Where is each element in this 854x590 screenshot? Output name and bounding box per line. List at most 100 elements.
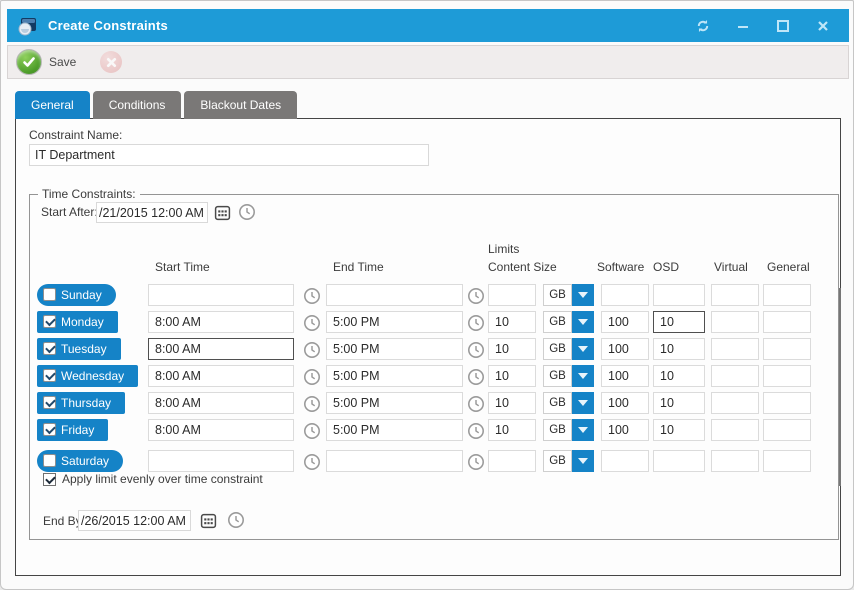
software-input[interactable]: [601, 450, 649, 472]
start-time-clock-icon[interactable]: [302, 286, 322, 306]
virtual-input[interactable]: [711, 365, 759, 387]
start-time-clock-icon[interactable]: [302, 452, 322, 472]
unit-dropdown-button[interactable]: [572, 450, 594, 472]
software-input[interactable]: [601, 365, 649, 387]
end-time-clock-icon[interactable]: [466, 313, 486, 333]
minimize-icon[interactable]: [735, 18, 751, 34]
scrollbar[interactable]: [839, 288, 841, 486]
end-by-clock-icon[interactable]: [226, 510, 246, 530]
start-after-calendar-icon[interactable]: [212, 202, 232, 222]
content-size-input[interactable]: [488, 311, 536, 333]
end-time-input[interactable]: [326, 338, 463, 360]
virtual-input[interactable]: [711, 338, 759, 360]
software-input[interactable]: [601, 338, 649, 360]
osd-input[interactable]: [653, 392, 705, 414]
day-checkbox[interactable]: [43, 315, 56, 328]
general-input[interactable]: [763, 338, 811, 360]
day-toggle-saturday[interactable]: Saturday: [37, 450, 124, 472]
day-checkbox[interactable]: [43, 454, 56, 467]
end-time-input[interactable]: [326, 392, 463, 414]
general-input[interactable]: [763, 284, 811, 306]
end-time-clock-icon[interactable]: [466, 394, 486, 414]
unit-dropdown-button[interactable]: [572, 338, 594, 360]
tab-blackout-dates[interactable]: Blackout Dates: [184, 91, 298, 119]
start-time-input[interactable]: [148, 392, 294, 414]
general-input[interactable]: [763, 419, 811, 441]
general-input[interactable]: [763, 450, 811, 472]
end-time-clock-icon[interactable]: [466, 452, 486, 472]
general-input[interactable]: [763, 311, 811, 333]
start-after-input[interactable]: [96, 202, 208, 223]
end-time-clock-icon[interactable]: [466, 286, 486, 306]
apply-limit-checkbox[interactable]: [43, 472, 56, 486]
start-time-input[interactable]: [148, 419, 294, 441]
virtual-input[interactable]: [711, 450, 759, 472]
software-input[interactable]: [601, 392, 649, 414]
end-time-input[interactable]: [326, 365, 463, 387]
day-checkbox[interactable]: [43, 369, 56, 382]
end-time-clock-icon[interactable]: [466, 340, 486, 360]
virtual-input[interactable]: [711, 284, 759, 306]
unit-dropdown-button[interactable]: [572, 365, 594, 387]
start-time-clock-icon[interactable]: [302, 340, 322, 360]
day-toggle-sunday[interactable]: Sunday: [37, 284, 116, 306]
unit-dropdown-button[interactable]: [572, 284, 594, 306]
content-size-input[interactable]: [488, 284, 536, 306]
day-toggle-thursday[interactable]: Thursday: [37, 392, 126, 414]
content-size-input[interactable]: [488, 338, 536, 360]
start-time-clock-icon[interactable]: [302, 313, 322, 333]
osd-input[interactable]: [653, 450, 705, 472]
software-input[interactable]: [601, 311, 649, 333]
unit-dropdown-button[interactable]: [572, 311, 594, 333]
virtual-input[interactable]: [711, 419, 759, 441]
end-time-clock-icon[interactable]: [466, 421, 486, 441]
day-toggle-wednesday[interactable]: Wednesday: [37, 365, 139, 387]
software-input[interactable]: [601, 284, 649, 306]
refresh-icon[interactable]: [695, 18, 711, 34]
software-input[interactable]: [601, 419, 649, 441]
start-time-input[interactable]: [148, 311, 294, 333]
tab-conditions[interactable]: Conditions: [92, 91, 182, 119]
content-size-input[interactable]: [488, 450, 536, 472]
maximize-icon[interactable]: [775, 18, 791, 34]
tab-general[interactable]: General: [15, 91, 90, 119]
end-time-input[interactable]: [326, 419, 463, 441]
osd-input[interactable]: [653, 284, 705, 306]
osd-input[interactable]: [653, 311, 705, 333]
start-time-clock-icon[interactable]: [302, 421, 322, 441]
day-checkbox[interactable]: [43, 288, 56, 301]
virtual-input[interactable]: [711, 311, 759, 333]
end-time-input[interactable]: [326, 284, 463, 306]
day-checkbox[interactable]: [43, 396, 56, 409]
start-time-input[interactable]: [148, 284, 294, 306]
end-by-calendar-icon[interactable]: [198, 510, 218, 530]
end-by-input[interactable]: [78, 510, 191, 531]
start-time-clock-icon[interactable]: [302, 394, 322, 414]
end-time-clock-icon[interactable]: [466, 367, 486, 387]
content-size-input[interactable]: [488, 365, 536, 387]
content-size-input[interactable]: [488, 419, 536, 441]
start-time-clock-icon[interactable]: [302, 367, 322, 387]
day-toggle-friday[interactable]: Friday: [37, 419, 109, 441]
day-checkbox[interactable]: [43, 342, 56, 355]
end-time-input[interactable]: [326, 450, 463, 472]
day-toggle-tuesday[interactable]: Tuesday: [37, 338, 121, 360]
day-toggle-monday[interactable]: Monday: [37, 311, 118, 333]
start-time-input[interactable]: [148, 365, 294, 387]
constraint-name-input[interactable]: [29, 144, 429, 166]
virtual-input[interactable]: [711, 392, 759, 414]
save-button[interactable]: Save: [16, 49, 76, 75]
general-input[interactable]: [763, 365, 811, 387]
osd-input[interactable]: [653, 338, 705, 360]
osd-input[interactable]: [653, 365, 705, 387]
general-input[interactable]: [763, 392, 811, 414]
close-icon[interactable]: [815, 18, 831, 34]
content-size-input[interactable]: [488, 392, 536, 414]
start-time-input[interactable]: [148, 338, 294, 360]
start-after-clock-icon[interactable]: [237, 202, 257, 222]
unit-dropdown-button[interactable]: [572, 419, 594, 441]
day-checkbox[interactable]: [43, 423, 56, 436]
start-time-input[interactable]: [148, 450, 294, 472]
end-time-input[interactable]: [326, 311, 463, 333]
osd-input[interactable]: [653, 419, 705, 441]
